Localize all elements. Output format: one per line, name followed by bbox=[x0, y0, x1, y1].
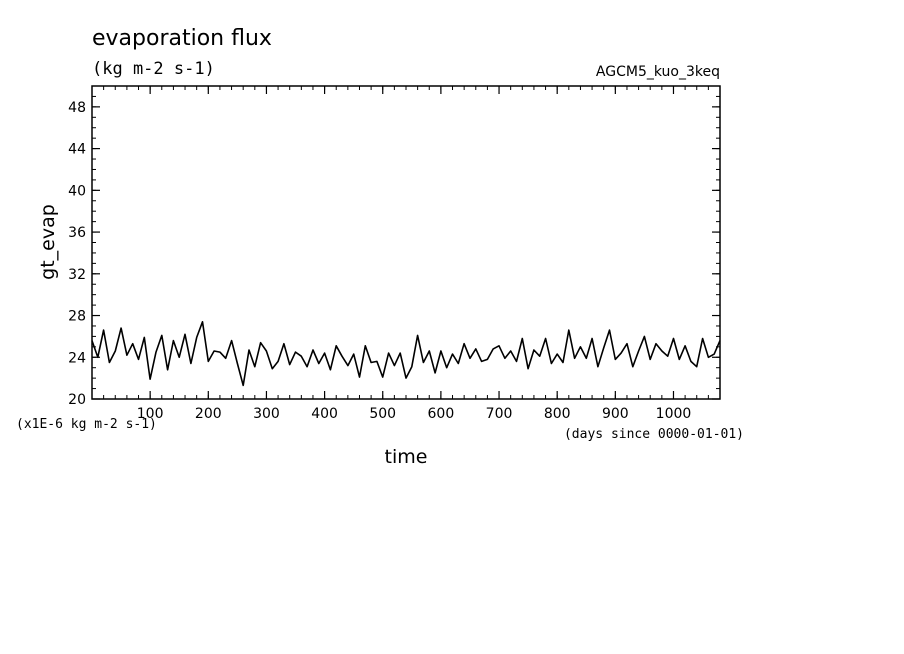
y-tick-label: 20 bbox=[68, 392, 86, 408]
plot-frame bbox=[91, 85, 721, 400]
series-group bbox=[91, 320, 721, 387]
x-tick-label: 200 bbox=[195, 406, 222, 422]
x-tick-label: 500 bbox=[369, 406, 396, 422]
axis-ticks bbox=[91, 85, 721, 400]
chart-title: evaporation flux bbox=[92, 26, 272, 51]
run-annotation: AGCM5_kuo_3keq bbox=[596, 64, 720, 80]
y-tick-label: 36 bbox=[68, 225, 86, 241]
y-unit-label: (x1E-6 kg m-2 s-1) bbox=[16, 417, 157, 432]
y-tick-label: 48 bbox=[68, 100, 86, 116]
y-tick-label: 28 bbox=[68, 309, 86, 325]
x-tick-labels: 100 200 300 400 500 600 700 800 900 1000 bbox=[137, 406, 692, 422]
x-tick-label: 900 bbox=[602, 406, 629, 422]
x-tick-label: 600 bbox=[428, 406, 455, 422]
y-tick-label: 44 bbox=[68, 142, 86, 158]
x-tick-label: 100 bbox=[137, 406, 164, 422]
x-tick-label: 700 bbox=[486, 406, 513, 422]
y-tick-label: 24 bbox=[68, 350, 86, 366]
x-unit-label: (days since 0000-01-01) bbox=[564, 427, 744, 442]
series-line bbox=[91, 320, 721, 387]
y-tick-labels: 20 24 28 32 36 40 44 48 bbox=[68, 100, 86, 408]
y-tick-label: 32 bbox=[68, 267, 86, 283]
x-tick-label: 800 bbox=[544, 406, 571, 422]
x-tick-label: 400 bbox=[311, 406, 338, 422]
x-tick-label: 1000 bbox=[656, 406, 692, 422]
y-axis-label: gt_evap bbox=[37, 204, 59, 280]
x-axis-label: time bbox=[385, 446, 428, 468]
x-tick-label: 300 bbox=[253, 406, 280, 422]
y-tick-label: 40 bbox=[68, 183, 86, 199]
chart-subtitle: (kg m-2 s-1) bbox=[92, 59, 215, 79]
